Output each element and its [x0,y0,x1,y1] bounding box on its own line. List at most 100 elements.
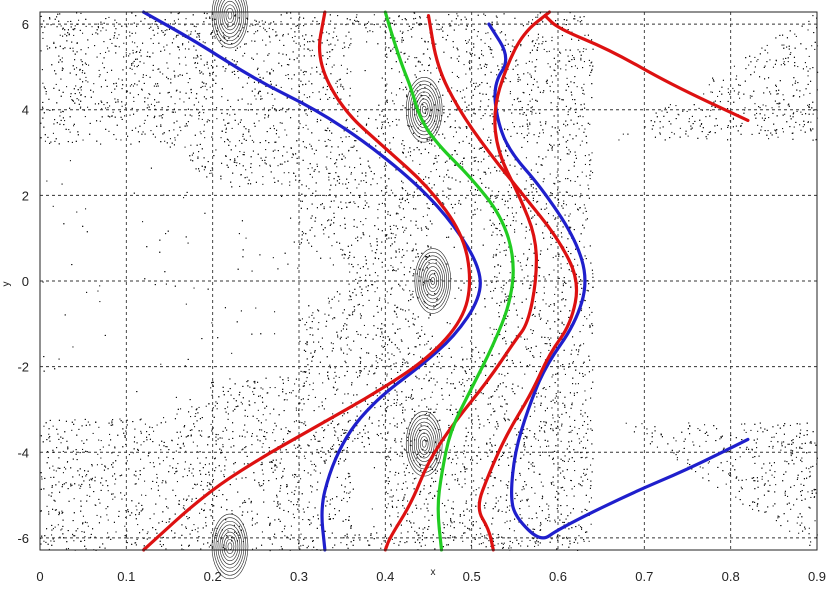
scatter-point [106,514,108,516]
scatter-point [464,16,466,18]
scatter-point [584,207,586,209]
scatter-point [268,53,270,55]
scatter-point [577,264,579,266]
scatter-point [216,408,218,410]
scatter-point [160,449,162,451]
scatter-point [99,120,101,122]
scatter-point [557,65,559,67]
scatter-point [578,535,580,537]
scatter-point [180,408,182,410]
scatter-point [513,530,515,532]
scatter-point [795,35,797,37]
scatter-point [404,409,406,411]
scatter-point [311,464,313,466]
scatter-point [739,456,741,458]
scatter-point [69,160,71,162]
scatter-point [344,393,346,395]
scatter-point [91,33,93,35]
scatter-point [106,71,108,73]
scatter-point [245,501,247,503]
scatter-point [323,206,325,208]
scatter-point [269,387,271,389]
scatter-point [520,45,522,47]
scatter-point [514,255,516,257]
scatter-point [539,506,541,508]
scatter-point [496,234,498,236]
scatter-point [107,490,109,492]
scatter-point [408,326,410,328]
scatter-point [524,373,526,375]
scatter-point [784,492,786,494]
scatter-point [733,65,735,67]
scatter-point [555,393,557,395]
scatter-point [392,48,394,50]
scatter-point [790,52,792,54]
scatter-point [795,447,797,449]
scatter-point [435,19,437,21]
scatter-point [52,205,54,207]
scatter-point [496,74,498,76]
scatter-point [569,227,571,229]
scatter-point [191,406,193,408]
scatter-point [435,155,437,157]
scatter-point [112,493,114,495]
scatter-point [525,157,527,159]
scatter-point [788,443,790,445]
scatter-point [453,368,455,370]
scatter-point [568,60,570,62]
scatter-point [589,314,591,316]
scatter-point [552,481,554,483]
scatter-point [580,279,582,281]
scatter-point [81,440,83,442]
scatter-point [331,66,333,68]
scatter-point [121,105,123,107]
scatter-point [368,21,370,23]
scatter-point [66,86,68,88]
scatter-point [727,91,729,93]
scatter-point [465,73,467,75]
scatter-point [510,547,512,549]
scatter-point [328,176,330,178]
scatter-point [259,25,261,27]
scatter-point [581,171,583,173]
scatter-point [462,89,464,91]
scatter-point [420,186,422,188]
scatter-point [75,85,77,87]
scatter-point [327,220,329,222]
scatter-point [111,420,113,422]
scatter-point [496,276,498,278]
scatter-point [423,485,425,487]
scatter-point [463,453,465,455]
scatter-point [372,263,374,265]
scatter-point [311,486,313,488]
scatter-point [127,23,129,25]
scatter-point [98,426,100,428]
scatter-point [469,52,471,54]
scatter-point [289,184,291,186]
scatter-point [483,425,485,427]
scatter-point [371,508,373,510]
scatter-point [519,514,521,516]
scatter-point [69,131,71,133]
scatter-point [343,130,345,132]
scatter-point [365,274,367,276]
scatter-point [543,48,545,50]
scatter-point [574,65,576,67]
scatter-point [542,181,544,183]
scatter-point [78,484,80,486]
scatter-point [422,528,424,530]
scatter-point [703,93,705,95]
scatter-point [575,383,577,385]
scatter-point [162,73,164,75]
scatter-point [454,364,456,366]
scatter-point [134,42,136,44]
scatter-point [423,300,425,302]
scatter-point [426,214,428,216]
scatter-point [480,533,482,535]
scatter-point [543,286,545,288]
scatter-point [427,207,429,209]
scatter-point [646,433,648,435]
scatter-point [554,293,556,295]
scatter-point [466,25,468,27]
scatter-point [531,113,533,115]
